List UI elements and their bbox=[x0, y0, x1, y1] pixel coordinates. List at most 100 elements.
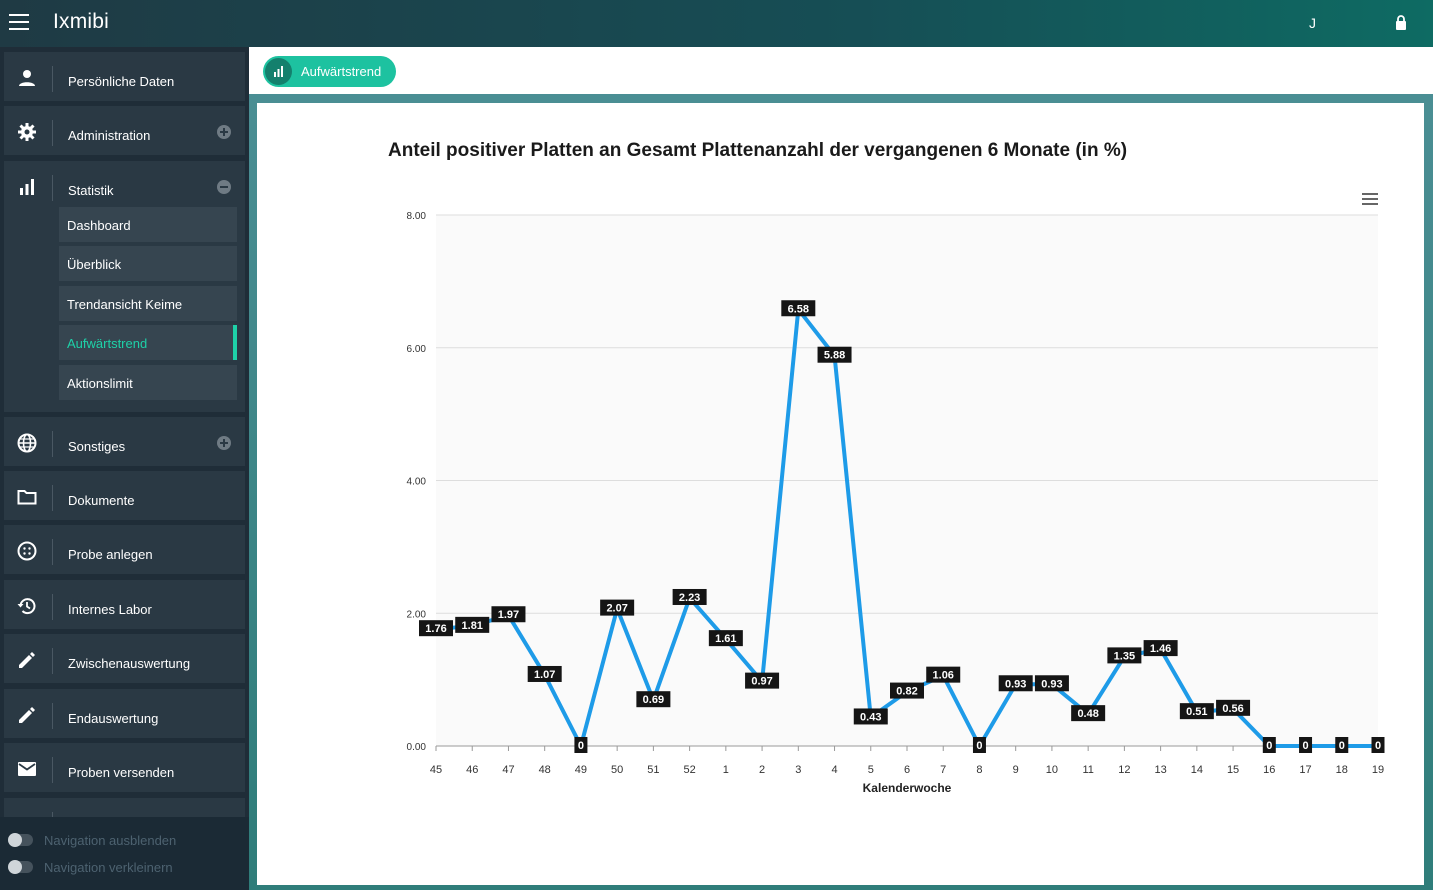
sidebar-item-label: Persönliche Daten bbox=[68, 74, 175, 89]
sub-item-aufwaertstrend[interactable]: Aufwärtstrend bbox=[59, 325, 237, 360]
data-label-bg bbox=[1299, 737, 1313, 753]
sidebar-item-zwischenauswertung[interactable]: Zwischenauswertung bbox=[4, 634, 245, 683]
data-label: 0 bbox=[1339, 740, 1345, 752]
sidebar-item-label: Sonstiges bbox=[68, 439, 126, 454]
data-label-bg bbox=[926, 666, 961, 683]
sub-item-dashboard[interactable]: Dashboard bbox=[59, 207, 237, 242]
y-tick-label: 6.00 bbox=[407, 344, 427, 355]
y-tick-label: 8.00 bbox=[407, 211, 427, 222]
expand-plus-icon[interactable] bbox=[217, 125, 231, 139]
x-tick-label: 50 bbox=[611, 764, 623, 776]
data-label-bg bbox=[781, 300, 816, 317]
data-label: 1.46 bbox=[1150, 643, 1171, 655]
sidebar-item-label: Statistik bbox=[68, 183, 114, 198]
data-label-bg bbox=[1179, 703, 1214, 720]
data-label: 0 bbox=[1266, 740, 1272, 752]
x-tick-label: 48 bbox=[539, 764, 551, 776]
hide-navigation-toggle[interactable] bbox=[8, 833, 33, 847]
separator bbox=[52, 120, 53, 146]
chart-menu-icon[interactable] bbox=[1362, 193, 1378, 207]
sidebar-item-persoenliche-daten[interactable]: Persönliche Daten bbox=[4, 52, 245, 101]
data-label: 0 bbox=[1375, 740, 1381, 752]
data-label-bg bbox=[419, 620, 453, 637]
person-icon bbox=[19, 70, 35, 86]
expand-plus-icon[interactable] bbox=[217, 436, 231, 450]
x-tick-label: 7 bbox=[940, 764, 946, 776]
sidebar-item-label: Endauswertung bbox=[68, 711, 159, 726]
x-axis-label: Kalenderwoche bbox=[863, 781, 952, 795]
data-label: 0 bbox=[976, 740, 982, 752]
data-label: 2.07 bbox=[606, 603, 627, 615]
data-label-bg bbox=[491, 606, 526, 623]
sidebar-item-label: Dokumente bbox=[68, 493, 135, 508]
tab-aufwaertstrend[interactable]: Aufwärtstrend bbox=[263, 56, 396, 87]
data-label: 1.35 bbox=[1114, 650, 1135, 662]
data-label-bg bbox=[600, 599, 635, 616]
x-tick-label: 10 bbox=[1046, 764, 1058, 776]
sidebar-item-internes-labor[interactable]: Internes Labor bbox=[4, 580, 245, 629]
sidebar-item-endauswertung[interactable]: Endauswertung bbox=[4, 689, 245, 738]
sidebar: Persönliche Daten Administration Statist… bbox=[0, 47, 249, 890]
sidebar-item-administration[interactable]: Administration bbox=[4, 106, 245, 155]
data-label: 0.43 bbox=[860, 711, 881, 723]
data-label: 0.51 bbox=[1186, 706, 1207, 718]
data-label-bg bbox=[745, 672, 780, 689]
sub-item-ueberblick[interactable]: Überblick bbox=[59, 246, 237, 281]
collapse-minus-icon[interactable] bbox=[217, 180, 231, 194]
sidebar-item-label: Administration bbox=[68, 128, 151, 143]
x-tick-label: 51 bbox=[647, 764, 659, 776]
lock-icon[interactable] bbox=[1394, 14, 1408, 32]
sidebar-item-proben-versenden[interactable]: Proben versenden bbox=[4, 743, 245, 792]
shrink-navigation-label: Navigation verkleinern bbox=[44, 860, 173, 875]
data-label: 0 bbox=[578, 740, 584, 752]
main-content: Aufwärtstrend Anteil positiver Platten a… bbox=[249, 47, 1433, 890]
tab-bar: Aufwärtstrend bbox=[249, 47, 1433, 94]
x-tick-label: 47 bbox=[502, 764, 514, 776]
hide-navigation-label: Navigation ausblenden bbox=[44, 833, 177, 848]
data-label-bg bbox=[1143, 640, 1178, 657]
sidebar-item-label: Proben versenden bbox=[68, 765, 175, 780]
data-label: 6.58 bbox=[788, 303, 809, 315]
sidebar-item-probe-anlegen[interactable]: Probe anlegen bbox=[4, 525, 245, 574]
separator bbox=[52, 703, 53, 729]
data-label: 2.23 bbox=[679, 592, 700, 604]
x-tick-label: 12 bbox=[1118, 764, 1130, 776]
shrink-navigation-toggle[interactable] bbox=[8, 860, 33, 874]
hamburger-menu-icon[interactable] bbox=[9, 14, 29, 30]
data-label: 0.97 bbox=[751, 676, 772, 688]
data-label: 0.56 bbox=[1222, 703, 1243, 715]
data-label: 0.69 bbox=[643, 694, 664, 706]
y-tick-label: 0.00 bbox=[407, 742, 427, 753]
separator bbox=[52, 594, 53, 620]
data-label-bg bbox=[1335, 737, 1349, 753]
sidebar-item-sonstiges[interactable]: Sonstiges bbox=[4, 417, 245, 466]
separator bbox=[52, 66, 53, 92]
x-tick-label: 45 bbox=[430, 764, 442, 776]
sidebar-item-dokumente[interactable]: Dokumente bbox=[4, 471, 245, 520]
sidebar-item-label: Probe anlegen bbox=[68, 547, 153, 562]
x-tick-label: 16 bbox=[1263, 764, 1275, 776]
data-label: 0 bbox=[1302, 740, 1308, 752]
data-label: 0.93 bbox=[1041, 678, 1062, 690]
pencil-icon bbox=[19, 652, 35, 668]
x-tick-label: 14 bbox=[1191, 764, 1203, 776]
bar-chart-icon bbox=[265, 58, 292, 85]
data-label: 5.88 bbox=[824, 350, 845, 362]
data-label-bg bbox=[527, 665, 562, 682]
data-label-bg bbox=[1371, 737, 1385, 753]
tab-label: Aufwärtstrend bbox=[301, 64, 382, 79]
top-bar: Ixmibi J bbox=[0, 0, 1433, 47]
data-label-bg bbox=[998, 675, 1033, 692]
x-tick-label: 5 bbox=[868, 764, 874, 776]
x-tick-label: 3 bbox=[795, 764, 801, 776]
x-tick-label: 8 bbox=[976, 764, 982, 776]
separator bbox=[52, 757, 53, 783]
user-initial[interactable]: J bbox=[1309, 15, 1316, 31]
sub-item-trendansicht-keime[interactable]: Trendansicht Keime bbox=[59, 286, 237, 321]
separator bbox=[52, 485, 53, 511]
globe-icon bbox=[17, 433, 37, 453]
data-label: 1.76 bbox=[425, 623, 446, 635]
x-tick-label: 17 bbox=[1299, 764, 1311, 776]
data-label-bg bbox=[890, 682, 924, 699]
sub-item-aktionslimit[interactable]: Aktionslimit bbox=[59, 365, 237, 400]
